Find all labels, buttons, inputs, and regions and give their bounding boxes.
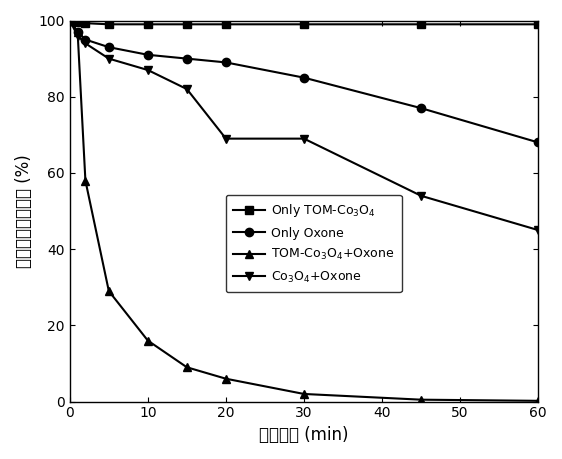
Y-axis label: 氯露素剩余百分比 (%): 氯露素剩余百分比 (%) [15, 154, 33, 268]
Co$_3$O$_4$+Oxone [418, 193, 424, 199]
Only Oxone [82, 37, 89, 42]
TOM-Co$_3$O$_4$+Oxone [74, 29, 81, 35]
Line: Only TOM-Co$_3$O$_4$: Only TOM-Co$_3$O$_4$ [66, 17, 542, 28]
Legend: Only TOM-Co$_3$O$_4$, Only Oxone, TOM-Co$_3$O$_4$+Oxone, Co$_3$O$_4$+Oxone: Only TOM-Co$_3$O$_4$, Only Oxone, TOM-Co… [226, 195, 402, 292]
Only Oxone [301, 75, 307, 80]
Only Oxone [66, 18, 73, 23]
Only TOM-Co$_3$O$_4$ [106, 22, 112, 27]
Co$_3$O$_4$+Oxone [301, 136, 307, 141]
Co$_3$O$_4$+Oxone [74, 33, 81, 39]
X-axis label: 反应时间 (min): 反应时间 (min) [259, 426, 349, 444]
TOM-Co$_3$O$_4$+Oxone [106, 288, 112, 294]
Only TOM-Co$_3$O$_4$ [74, 20, 81, 25]
Only Oxone [535, 140, 542, 145]
Only Oxone [74, 29, 81, 35]
Co$_3$O$_4$+Oxone [144, 67, 151, 73]
Only Oxone [223, 60, 229, 65]
Line: TOM-Co$_3$O$_4$+Oxone: TOM-Co$_3$O$_4$+Oxone [66, 17, 542, 405]
Only TOM-Co$_3$O$_4$ [66, 18, 73, 23]
TOM-Co$_3$O$_4$+Oxone [184, 364, 191, 370]
Only Oxone [144, 52, 151, 57]
Only Oxone [184, 56, 191, 62]
Only Oxone [418, 106, 424, 111]
Only TOM-Co$_3$O$_4$ [144, 22, 151, 27]
Only TOM-Co$_3$O$_4$ [301, 22, 307, 27]
Only TOM-Co$_3$O$_4$ [184, 22, 191, 27]
Co$_3$O$_4$+Oxone [66, 18, 73, 23]
TOM-Co$_3$O$_4$+Oxone [66, 18, 73, 23]
Co$_3$O$_4$+Oxone [82, 40, 89, 46]
Co$_3$O$_4$+Oxone [106, 56, 112, 62]
Only TOM-Co$_3$O$_4$ [535, 22, 542, 27]
TOM-Co$_3$O$_4$+Oxone [418, 397, 424, 403]
Co$_3$O$_4$+Oxone [184, 86, 191, 92]
Co$_3$O$_4$+Oxone [535, 227, 542, 233]
TOM-Co$_3$O$_4$+Oxone [301, 391, 307, 397]
TOM-Co$_3$O$_4$+Oxone [144, 338, 151, 343]
Co$_3$O$_4$+Oxone [223, 136, 229, 141]
Only TOM-Co$_3$O$_4$ [418, 22, 424, 27]
Only TOM-Co$_3$O$_4$ [82, 20, 89, 26]
TOM-Co$_3$O$_4$+Oxone [535, 398, 542, 403]
Only TOM-Co$_3$O$_4$ [223, 22, 229, 27]
Only Oxone [106, 45, 112, 50]
Line: Co$_3$O$_4$+Oxone: Co$_3$O$_4$+Oxone [66, 17, 542, 234]
Line: Only Oxone: Only Oxone [66, 17, 542, 146]
TOM-Co$_3$O$_4$+Oxone [223, 376, 229, 381]
TOM-Co$_3$O$_4$+Oxone [82, 178, 89, 183]
